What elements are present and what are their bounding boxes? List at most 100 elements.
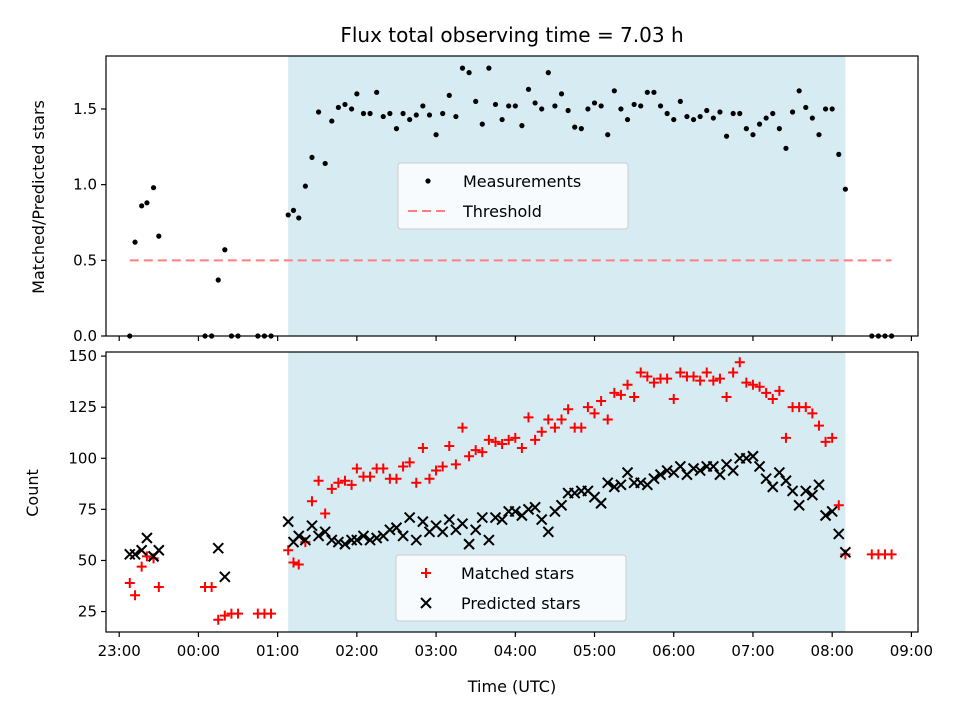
- matched-stars-point: [523, 412, 534, 423]
- measurement-point: [638, 103, 644, 109]
- matched-stars-point: [563, 404, 574, 415]
- matched-stars-point: [431, 465, 442, 476]
- matched-stars-point: [293, 559, 304, 570]
- matched-stars-point: [457, 422, 468, 433]
- matched-stars-point: [124, 577, 135, 588]
- x-tick-label: 03:00: [414, 642, 457, 660]
- measurement-point: [842, 186, 848, 192]
- legend-label: Measurements: [463, 172, 581, 191]
- measurement-point: [618, 106, 624, 112]
- matched-stars-point: [288, 557, 299, 568]
- y-tick-label: 0.0: [73, 327, 97, 345]
- matched-stars-point: [767, 394, 778, 405]
- predicted-stars-point: [212, 542, 224, 554]
- predicted-stars-point: [747, 450, 759, 462]
- y-tick-label: 50: [78, 551, 97, 569]
- measurement-point: [578, 126, 584, 132]
- predicted-stars-point: [608, 481, 621, 493]
- measurement-point: [717, 109, 723, 115]
- measurement-point: [367, 110, 373, 117]
- matched-stars-point: [136, 561, 147, 572]
- measurement-point: [671, 116, 677, 123]
- predicted-stars-point: [312, 530, 325, 542]
- matched-stars-point: [820, 436, 831, 447]
- predicted-stars-point: [714, 468, 726, 481]
- legend-predicted-swatch: [420, 597, 432, 609]
- matched-stars-point: [477, 447, 488, 458]
- measurement-point: [150, 185, 157, 191]
- matched-stars-point: [701, 367, 712, 378]
- matched-stars-point: [351, 463, 362, 474]
- predicted-stars-point: [351, 534, 363, 546]
- x-tick-label: 02:00: [335, 642, 378, 660]
- measurement-point: [322, 160, 328, 167]
- predicted-stars-point: [826, 505, 838, 518]
- matched-stars-point: [648, 377, 659, 388]
- matched-stars-point: [609, 387, 620, 398]
- measurement-point: [723, 133, 730, 139]
- measurement-point: [565, 107, 571, 114]
- measurement-point: [446, 92, 452, 98]
- y-tick-label: 1.5: [73, 100, 97, 118]
- matched-stars-point: [391, 473, 402, 484]
- predicted-stars-point: [469, 524, 482, 536]
- legend-label: Predicted stars: [461, 594, 581, 613]
- legend: Measurements Threshold: [397, 162, 629, 230]
- measurement-point: [506, 103, 512, 109]
- matched-stars-point: [510, 432, 521, 443]
- predicted-stars-point: [509, 505, 522, 518]
- y-tick-label: 150: [68, 347, 97, 365]
- bottom-y-axis-label: Count: [23, 469, 42, 517]
- measurement-point: [545, 70, 551, 76]
- matched-stars-point: [813, 420, 824, 431]
- matched-stars-point: [807, 408, 818, 419]
- matched-stars-point: [728, 367, 739, 378]
- measurement-point: [710, 115, 716, 121]
- measurement-point: [750, 132, 756, 138]
- measurement-point: [329, 118, 335, 124]
- predicted-stars-point: [489, 511, 502, 524]
- measurement-point: [393, 126, 400, 132]
- measurement-point: [803, 104, 809, 111]
- measurement-point: [651, 89, 657, 95]
- measurement-point: [459, 65, 466, 71]
- matched-stars-point: [747, 379, 758, 390]
- legend-box: [395, 554, 627, 622]
- measurement-point: [486, 65, 492, 71]
- y-tick-label: 75: [78, 500, 97, 518]
- predicted-stars-point: [476, 511, 489, 524]
- matched-stars-point: [596, 396, 607, 407]
- measurement-point: [743, 126, 749, 132]
- measurement-point: [690, 116, 697, 123]
- axes-frame: [105, 55, 919, 337]
- matched-stars-point: [266, 608, 277, 619]
- predicted-stars-point: [319, 526, 331, 538]
- matched-stars-point: [629, 391, 640, 402]
- matched-stars-point: [695, 375, 706, 386]
- matched-stars-point: [306, 496, 317, 507]
- matched-stars-point: [378, 463, 389, 474]
- measurement-point: [519, 123, 525, 129]
- predicted-stars-point: [357, 530, 370, 542]
- predicted-stars-point: [529, 501, 541, 514]
- predicted-stars-point: [542, 526, 555, 538]
- measurement-point: [290, 207, 297, 213]
- matched-stars-point: [437, 461, 448, 472]
- measurement-point: [704, 107, 710, 114]
- predicted-stars-point: [339, 538, 351, 550]
- matched-stars-point: [800, 402, 811, 413]
- predicted-stars-point: [654, 468, 667, 481]
- matched-stars-point: [233, 608, 244, 619]
- matched-stars-point: [470, 445, 481, 456]
- bottom-panel: 25 50 75 100 125 150 23:00 00:00 01:00 02:00 03:00…: [68, 347, 933, 660]
- matched-stars-point: [283, 545, 294, 556]
- measurement-point: [697, 113, 703, 120]
- predicted-stars-point: [219, 571, 231, 583]
- x-tick-label: 08:00: [811, 642, 854, 660]
- x-tick-label: 23:00: [98, 642, 141, 660]
- matched-stars-point: [417, 443, 428, 454]
- measurement-point: [664, 110, 670, 117]
- measurement-point: [315, 109, 322, 115]
- matched-stars-point: [213, 614, 224, 625]
- matched-stars-point: [556, 414, 567, 425]
